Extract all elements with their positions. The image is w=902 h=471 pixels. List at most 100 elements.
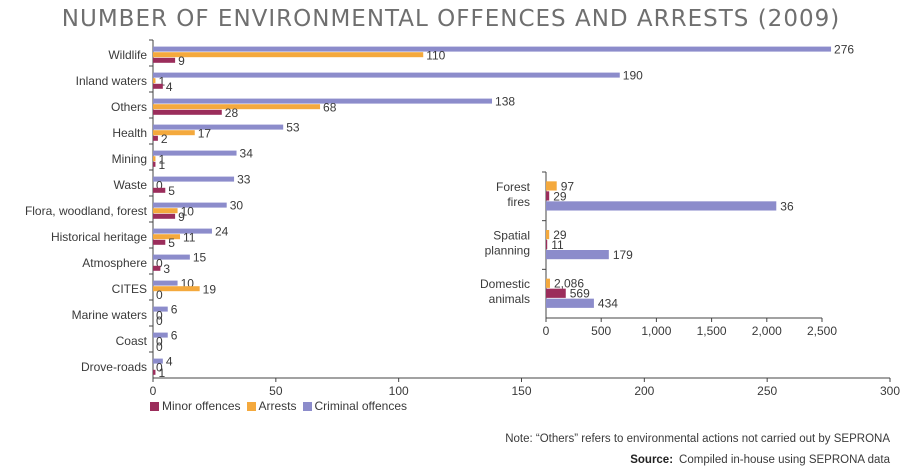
inset-x-tick-label: 1,500 xyxy=(697,324,727,338)
source-line: Source: Compiled in-house using SEPRONA d… xyxy=(630,454,890,466)
inset-bar xyxy=(546,298,594,308)
bar xyxy=(153,358,163,364)
data-label: 4 xyxy=(166,355,173,369)
data-label: 190 xyxy=(623,69,643,83)
inset-bar xyxy=(546,191,550,201)
bar xyxy=(153,52,424,58)
inset-bar xyxy=(546,250,609,260)
inset-bar xyxy=(546,288,566,298)
bar xyxy=(153,109,222,115)
data-label: 6 xyxy=(171,303,178,317)
inset-bar xyxy=(546,240,548,250)
legend-swatch-arrests xyxy=(246,401,256,411)
bar xyxy=(153,150,237,156)
data-label: 30 xyxy=(230,199,244,213)
data-label: 1 xyxy=(158,152,165,166)
data-label: 53 xyxy=(286,121,300,135)
category-label: Marine waters xyxy=(72,308,147,322)
bar xyxy=(153,156,156,162)
bar xyxy=(153,130,195,136)
x-tick-label: 150 xyxy=(511,384,531,398)
inset-data-label: 29 xyxy=(553,189,567,203)
inset-category-label: planning xyxy=(485,244,530,258)
category-label: Mining xyxy=(112,152,147,166)
data-label: 3 xyxy=(163,262,170,276)
bar xyxy=(153,176,235,182)
category-label: Atmosphere xyxy=(82,256,147,270)
data-label: 1 xyxy=(158,74,165,88)
data-label: 19 xyxy=(203,282,217,296)
data-label: 17 xyxy=(198,126,212,140)
legend-label-minor: Minor offences xyxy=(162,399,241,413)
data-label: 276 xyxy=(834,43,854,57)
category-label: Wildlife xyxy=(108,48,147,62)
source-label: Source: xyxy=(630,454,674,466)
bar xyxy=(153,104,321,110)
legend-item-minor: Minor offences xyxy=(150,399,241,413)
x-tick-label: 100 xyxy=(389,384,409,398)
legend-swatch-criminal xyxy=(302,401,312,411)
inset-x-tick-label: 0 xyxy=(543,324,550,338)
data-label: 0 xyxy=(156,340,163,354)
bar xyxy=(153,78,156,84)
data-label: 0 xyxy=(156,308,163,322)
inset-bar xyxy=(546,201,777,211)
bar xyxy=(153,213,176,219)
data-label: 2 xyxy=(161,132,168,146)
data-label: 110 xyxy=(426,48,445,62)
bar xyxy=(153,228,212,234)
legend-label-arrests: Arrests xyxy=(258,399,297,413)
x-tick-label: 200 xyxy=(634,384,654,398)
data-label: 0 xyxy=(156,360,163,374)
data-label: 28 xyxy=(225,106,239,120)
bar xyxy=(153,239,166,245)
bar xyxy=(153,306,168,312)
data-label: 0 xyxy=(156,334,163,348)
inset-category-label: fires xyxy=(507,195,530,209)
category-label: Others xyxy=(111,100,147,114)
bar xyxy=(153,135,158,141)
x-tick-label: 0 xyxy=(150,384,157,398)
data-label: 9 xyxy=(178,210,185,224)
bar xyxy=(153,46,832,52)
bar xyxy=(153,161,156,167)
inset-category-label: Forest xyxy=(496,180,531,194)
inset-data-label: 2,086 xyxy=(554,277,584,291)
inset-x-tick-label: 1,000 xyxy=(641,324,671,338)
x-tick-label: 50 xyxy=(269,384,283,398)
chart-legend: Minor offences Arrests Criminal offences xyxy=(150,399,413,413)
bar xyxy=(153,286,200,292)
category-label: Flora, woodland, forest xyxy=(25,204,148,218)
legend-label-criminal: Criminal offences xyxy=(314,399,407,413)
data-label: 0 xyxy=(156,314,163,328)
bar xyxy=(153,98,493,104)
bar xyxy=(153,72,620,78)
data-label: 0 xyxy=(156,288,163,302)
data-label: 33 xyxy=(237,173,251,187)
footnote: Note: “Others” refers to environmental a… xyxy=(505,433,890,445)
inset-x-tick-label: 500 xyxy=(591,324,611,338)
inset-bar xyxy=(546,230,550,240)
bar xyxy=(153,187,166,193)
source-text: Compiled in-house using SEPRONA data xyxy=(679,454,890,466)
inset-category-label: Spatial xyxy=(493,229,530,243)
bar xyxy=(153,369,156,375)
bar xyxy=(153,265,161,271)
data-label: 15 xyxy=(193,251,207,265)
data-label: 5 xyxy=(168,184,175,198)
data-label: 6 xyxy=(171,329,178,343)
legend-item-arrests: Arrests xyxy=(246,399,297,413)
bar xyxy=(153,83,163,89)
legend-item-criminal: Criminal offences xyxy=(302,399,407,413)
category-label: Historical heritage xyxy=(51,230,147,244)
inset-data-label: 36 xyxy=(780,199,794,213)
category-label: Health xyxy=(112,126,147,140)
x-tick-label: 250 xyxy=(757,384,777,398)
data-label: 4 xyxy=(166,80,173,94)
bar xyxy=(153,332,168,338)
legend-swatch-minor xyxy=(150,401,159,411)
bar xyxy=(153,234,181,240)
inset-data-label: 97 xyxy=(561,179,575,193)
inset-category-label: animals xyxy=(489,292,530,306)
